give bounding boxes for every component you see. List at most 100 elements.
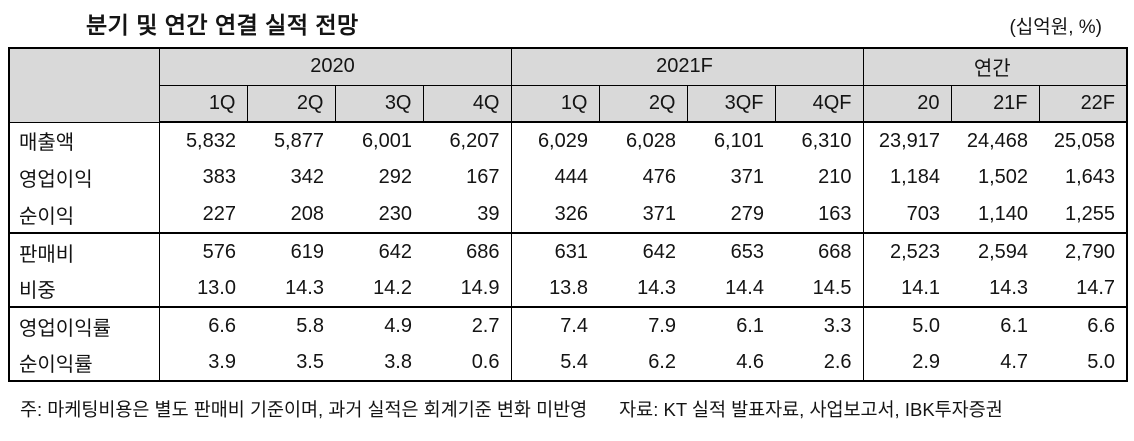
data-cell: 24,468 (966, 129, 1029, 152)
data-cell: 14.7 (1039, 270, 1128, 308)
data-cell: 39 (423, 196, 511, 234)
data-cell: 6,101 (713, 129, 764, 152)
row-label: 비중 (9, 270, 159, 308)
data-cell: 13.0 (158, 270, 247, 308)
data-cell: 167 (466, 166, 500, 188)
row-label: 순이익률 (19, 353, 93, 376)
column-header: 4Q (422, 84, 512, 123)
data-cell: 4.7 (1000, 350, 1029, 373)
data-cell: 3.3 (823, 314, 852, 337)
data-cell: 476 (642, 166, 676, 188)
column-header: 2Q (598, 84, 688, 123)
row-label: 순이익 (9, 196, 159, 234)
notes-row: 주: 마케팅비용은 별도 판매비 기준이며, 과거 실적은 회계기준 변화 미반… (0, 382, 1134, 422)
data-cell: 14.5 (775, 270, 864, 308)
column-header: 1Q (158, 84, 248, 123)
data-cell: 227 (158, 196, 247, 234)
data-cell: 1,643 (1064, 166, 1116, 188)
data-cell: 6.1 (1000, 314, 1029, 337)
footnote: 주: 마케팅비용은 별도 판매비 기준이며, 과거 실적은 회계기준 변화 미반… (20, 399, 588, 420)
data-cell: 2,594 (977, 240, 1029, 263)
data-cell: 576 (158, 233, 247, 270)
data-cell: 5,832 (158, 122, 247, 159)
data-cell: 14.3 (951, 270, 1040, 308)
data-cell: 5.0 (1087, 350, 1116, 373)
table-row: 판매비 576 619 642 686 631 642 653 668 2,523 2,594 2,7… (9, 233, 1127, 270)
data-cell: 230 (335, 196, 423, 234)
data-cell: 2.6 (823, 350, 852, 373)
data-cell: 619 (290, 240, 324, 263)
data-cell: 2.7 (471, 314, 500, 337)
data-cell: 631 (510, 233, 599, 270)
table-row: 매출액 5,832 5,877 6,001 6,207 6,029 6,028 6,101 6,… (9, 122, 1127, 159)
data-cell: 444 (510, 159, 599, 196)
column-header: 1Q (510, 84, 600, 123)
data-cell: 5.4 (510, 344, 599, 381)
data-cell: 5.0 (862, 307, 952, 344)
data-cell: 6.6 (1087, 314, 1116, 337)
data-cell: 292 (378, 166, 412, 188)
data-cell: 326 (510, 196, 599, 234)
row-label: 매출액 (19, 132, 75, 155)
column-header: 3QF (686, 84, 776, 123)
data-cell: 14.3 (247, 270, 335, 308)
data-cell: 6.2 (648, 350, 676, 373)
table-head: 2020 2021F 연간 1Q 2Q 3Q 4Q 1Q 2Q 3QF 4QF 20 21F 22F (8, 47, 1128, 123)
column-header-row: 1Q 2Q 3Q 4Q 1Q 2Q 3QF 4QF 20 21F 22F (9, 84, 1128, 123)
column-header: 2Q (246, 84, 336, 123)
data-cell: 3.5 (296, 350, 324, 373)
table-header-bar: 분기 및 연간 연결 실적 전망 (십억원, %) (0, 0, 1134, 47)
data-cell: 279 (687, 196, 775, 234)
data-cell: 371 (599, 196, 687, 234)
data-cell: 6.1 (736, 314, 764, 337)
data-cell: 371 (730, 166, 764, 188)
data-cell: 703 (862, 196, 952, 234)
unit-label: (십억원, %) (1009, 17, 1102, 38)
data-cell: 210 (818, 166, 852, 188)
data-cell: 6,310 (801, 129, 852, 152)
data-cell: 0.6 (471, 350, 500, 373)
data-cell: 2,790 (1064, 240, 1116, 263)
data-cell: 6,029 (510, 122, 599, 159)
table-row: 영업이익 383 342 292 167 444 476 371 210 1,184 1,502 1,… (9, 159, 1127, 196)
data-cell: 7.9 (648, 314, 676, 337)
data-cell: 342 (290, 166, 324, 188)
data-cell: 6,001 (361, 129, 412, 152)
column-group-label: 2021F (510, 47, 864, 86)
data-cell: 2.9 (862, 344, 952, 381)
data-cell: 668 (818, 240, 852, 263)
column-header: 4QF (774, 84, 864, 123)
data-cell: 2,523 (862, 233, 952, 270)
data-cell: 4.9 (384, 314, 412, 337)
column-group-label: 2020 (158, 47, 512, 86)
page-title: 분기 및 연간 연결 실적 전망 (86, 12, 359, 38)
source-note: 자료: KT 실적 발표자료, 사업보고서, IBK투자증권 (619, 399, 1003, 420)
data-cell: 5.8 (296, 314, 324, 337)
data-cell: 642 (642, 240, 676, 263)
data-cell: 6.6 (158, 307, 247, 344)
column-header: 3Q (334, 84, 424, 123)
data-cell: 1,502 (977, 166, 1029, 188)
data-cell: 686 (466, 240, 500, 263)
data-cell: 3.9 (158, 344, 247, 381)
data-cell: 1,255 (1039, 196, 1128, 234)
column-group-label: 연간 (862, 47, 1128, 86)
column-header: 21F (950, 84, 1040, 123)
data-cell: 14.3 (599, 270, 687, 308)
data-cell: 383 (158, 159, 247, 196)
row-label: 영업이익 (19, 169, 93, 191)
table-row: 영업이익률 6.6 5.8 4.9 2.7 7.4 7.9 6.1 3.3 5.0 6.1 6.6 (9, 307, 1127, 344)
data-cell: 7.4 (510, 307, 599, 344)
data-cell: 14.2 (335, 270, 423, 308)
data-cell: 25,058 (1053, 129, 1116, 152)
row-label: 판매비 (19, 243, 75, 266)
column-header: 20 (862, 84, 952, 123)
group-header-row: 2020 2021F 연간 (8, 47, 1128, 123)
corner-cell (8, 47, 160, 123)
column-header: 22F (1038, 84, 1128, 123)
table-body: 매출액 5,832 5,877 6,001 6,207 6,029 6,028 6,101 6,… (9, 122, 1128, 381)
data-cell: 208 (247, 196, 335, 234)
data-cell: 4.6 (736, 350, 764, 373)
data-cell: 1,184 (862, 159, 952, 196)
data-cell: 642 (378, 240, 412, 263)
